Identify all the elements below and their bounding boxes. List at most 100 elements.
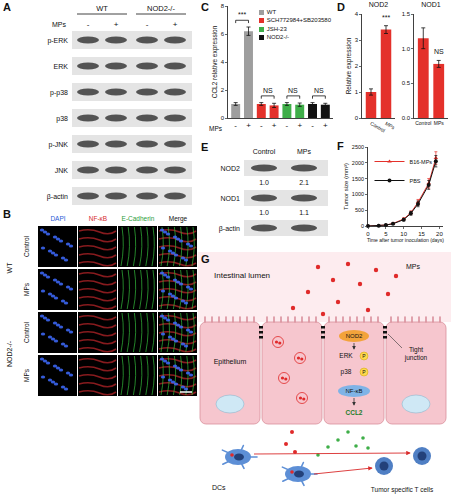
svg-text:MPs: MPs [209, 125, 223, 132]
svg-text:3: 3 [355, 37, 359, 43]
svg-text:1000: 1000 [352, 191, 364, 197]
svg-text:Merge: Merge [169, 215, 188, 223]
svg-text:+: + [114, 20, 119, 29]
svg-text:MPs: MPs [384, 120, 396, 130]
svg-text:4: 4 [355, 11, 359, 17]
svg-text:NS: NS [314, 87, 324, 94]
svg-text:E-Cadherin: E-Cadherin [122, 215, 155, 222]
svg-text:NOD2: NOD2 [346, 333, 363, 339]
svg-text:CCL2: CCL2 [346, 409, 363, 416]
svg-text:CCL2 relative expression: CCL2 relative expression [211, 25, 219, 98]
svg-text:DCs: DCs [212, 484, 226, 491]
svg-text:NOD1: NOD1 [221, 195, 241, 202]
svg-text:NS: NS [434, 48, 444, 55]
svg-text:P: P [362, 353, 366, 359]
svg-text:NS: NS [288, 87, 298, 94]
svg-text:B16-MPs: B16-MPs [410, 159, 433, 165]
svg-text:Control: Control [23, 321, 30, 343]
svg-text:0: 0 [361, 223, 364, 229]
svg-text:0.5: 0.5 [402, 80, 411, 86]
html-text:A: A [3, 1, 11, 13]
svg-text:Intestinal lumen: Intestinal lumen [214, 271, 270, 280]
svg-text:2.1: 2.1 [299, 179, 309, 186]
svg-text:-: - [234, 121, 237, 130]
svg-text:0: 0 [366, 231, 370, 237]
svg-text:6: 6 [221, 31, 225, 37]
svg-text:Tumor size (mm³): Tumor size (mm³) [343, 163, 349, 210]
svg-text:ERK: ERK [339, 352, 353, 359]
svg-text:+: + [297, 121, 302, 130]
svg-text:8: 8 [221, 3, 225, 9]
svg-text:p-JNK: p-JNK [49, 141, 69, 149]
svg-text:Epithelium: Epithelium [214, 358, 247, 366]
svg-text:2: 2 [221, 87, 225, 93]
svg-text:2500: 2500 [352, 144, 364, 150]
svg-text:NF-κB: NF-κB [89, 215, 107, 222]
svg-text:WT: WT [96, 4, 108, 13]
svg-text:2: 2 [355, 63, 359, 69]
svg-text:Control: Control [369, 120, 386, 133]
svg-text:MPs: MPs [23, 282, 30, 296]
svg-text:***: *** [382, 14, 390, 21]
svg-text:Control: Control [415, 120, 431, 126]
svg-text:***: *** [238, 11, 246, 18]
svg-text:0.0: 0.0 [402, 115, 411, 121]
svg-text:1.5: 1.5 [402, 11, 411, 17]
svg-text:JNK: JNK [55, 167, 69, 174]
svg-text:1.1: 1.1 [299, 209, 309, 216]
svg-text:NOD2: NOD2 [369, 1, 389, 8]
svg-text:1.0: 1.0 [259, 179, 269, 186]
svg-text:NS: NS [263, 87, 273, 94]
svg-text:p38: p38 [56, 115, 68, 123]
svg-text:MPs: MPs [406, 263, 421, 270]
svg-text:β-actin: β-actin [47, 193, 68, 201]
svg-text:1.0: 1.0 [402, 46, 411, 52]
svg-text:1: 1 [355, 89, 359, 95]
svg-text:NOD1: NOD1 [421, 1, 441, 8]
svg-text:5: 5 [384, 231, 388, 237]
svg-text:20: 20 [436, 231, 443, 237]
svg-text:-: - [260, 121, 263, 130]
svg-text:p-p38: p-p38 [50, 89, 68, 97]
svg-text:MPs: MPs [23, 368, 30, 382]
svg-text:-: - [146, 20, 149, 29]
svg-text:NOD2-/-: NOD2-/- [6, 340, 13, 367]
svg-text:+: + [173, 20, 178, 29]
svg-text:1.0: 1.0 [259, 209, 269, 216]
svg-text:p38: p38 [341, 368, 352, 376]
svg-text:p-ERK: p-ERK [47, 37, 68, 45]
svg-text:4: 4 [221, 59, 225, 65]
svg-text:500: 500 [355, 207, 364, 213]
svg-text:-: - [286, 121, 289, 130]
svg-text:Time after tumor inoculation (: Time after tumor inoculation (days) [367, 237, 444, 243]
svg-text:MPs: MPs [52, 21, 67, 28]
svg-text:DAPI: DAPI [50, 215, 65, 222]
svg-text:10: 10 [400, 231, 407, 237]
svg-text:Tumor specific T cells: Tumor specific T cells [371, 486, 434, 494]
svg-text:Tightjunction: Tightjunction [404, 346, 428, 362]
svg-text:+: + [272, 121, 277, 130]
svg-text:+: + [246, 121, 251, 130]
svg-text:MPs: MPs [434, 120, 445, 126]
svg-text:+: + [323, 121, 328, 130]
svg-text:2000: 2000 [352, 160, 364, 166]
svg-text:MPs: MPs [297, 148, 312, 155]
svg-text:-: - [87, 20, 90, 29]
svg-text:Control: Control [23, 235, 30, 257]
svg-text:Relative expression: Relative expression [345, 37, 353, 94]
svg-text:P: P [362, 369, 366, 375]
svg-text:β-actin: β-actin [219, 225, 240, 233]
svg-text:PBS: PBS [410, 178, 421, 184]
html-text:G: G [201, 253, 210, 265]
svg-text:NF-κB: NF-κB [346, 388, 363, 394]
svg-text:Control: Control [253, 148, 276, 155]
svg-text:15: 15 [418, 231, 425, 237]
svg-text:NOD2-/-: NOD2-/- [147, 4, 175, 13]
svg-text:1500: 1500 [352, 176, 364, 182]
svg-text:WT: WT [6, 262, 13, 274]
svg-text:ERK: ERK [54, 63, 69, 70]
svg-text:-: - [311, 121, 314, 130]
svg-text:0: 0 [355, 115, 359, 121]
svg-text:NOD2: NOD2 [221, 165, 241, 172]
svg-text:0: 0 [221, 115, 225, 121]
